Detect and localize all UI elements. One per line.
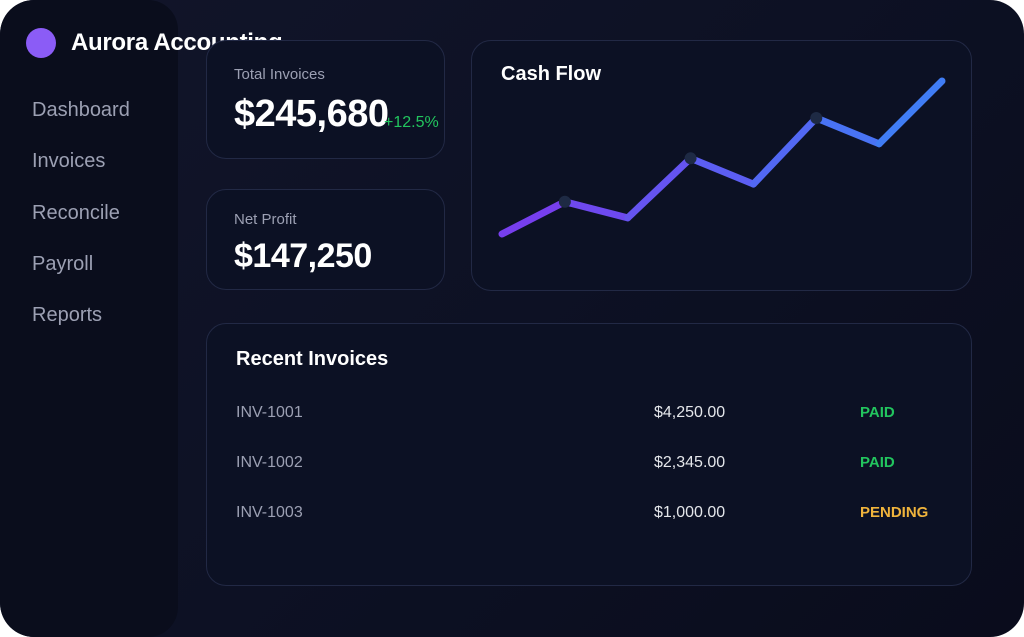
status-badge: PENDING [860,504,929,521]
total-invoices-card: Total Invoices $245,680 +12.5% [206,40,445,159]
cash-flow-point [558,195,571,208]
cash-flow-line-segment [687,154,757,188]
cash-flow-card: Cash Flow [471,40,972,291]
cash-flow-line-segment [749,114,820,188]
sidebar-item-dashboard[interactable]: Dashboard [32,99,130,121]
net-profit-label: Net Profit [234,211,297,228]
sidebar: Aurora Accounting Dashboard Invoices Rec… [0,0,283,637]
sidebar-item-reports[interactable]: Reports [32,304,103,326]
net-profit-card: Net Profit $147,250 [206,189,445,290]
recent-invoices-card: Recent Invoices INV-1001 $4,250.00 PAID … [206,323,972,586]
total-invoices-change: +12.5% [384,114,439,131]
cash-flow-line-segment [875,77,946,148]
sidebar-item-reconcile[interactable]: Reconcile [32,202,120,224]
total-invoices-value: $245,680 [234,93,389,135]
net-profit-value: $147,250 [234,237,372,275]
cash-flow-chart [498,77,946,238]
invoice-id[interactable]: INV-1001 [236,404,303,421]
total-invoices-label: Total Invoices [234,66,325,83]
brand-logo-icon [26,28,56,58]
cash-flow-line-segment [561,198,632,222]
status-badge: PAID [860,454,895,471]
invoice-id[interactable]: INV-1003 [236,504,303,521]
invoice-amount: $1,000.00 [654,504,726,521]
cash-flow-line-segment [498,198,569,238]
sidebar-item-invoices[interactable]: Invoices [32,150,106,172]
cash-flow-line-segment [624,154,695,222]
recent-invoices-title: Recent Invoices [236,348,389,370]
invoice-amount: $2,345.00 [654,454,726,471]
invoice-id[interactable]: INV-1002 [236,454,303,471]
status-badge: PAID [860,404,895,421]
sidebar-item-payroll[interactable]: Payroll [32,253,94,275]
cash-flow-title: Cash Flow [501,63,602,85]
cash-flow-point [684,152,697,165]
cash-flow-line-segment [812,114,883,148]
invoice-amount: $4,250.00 [654,404,726,421]
cash-flow-point [810,112,823,125]
